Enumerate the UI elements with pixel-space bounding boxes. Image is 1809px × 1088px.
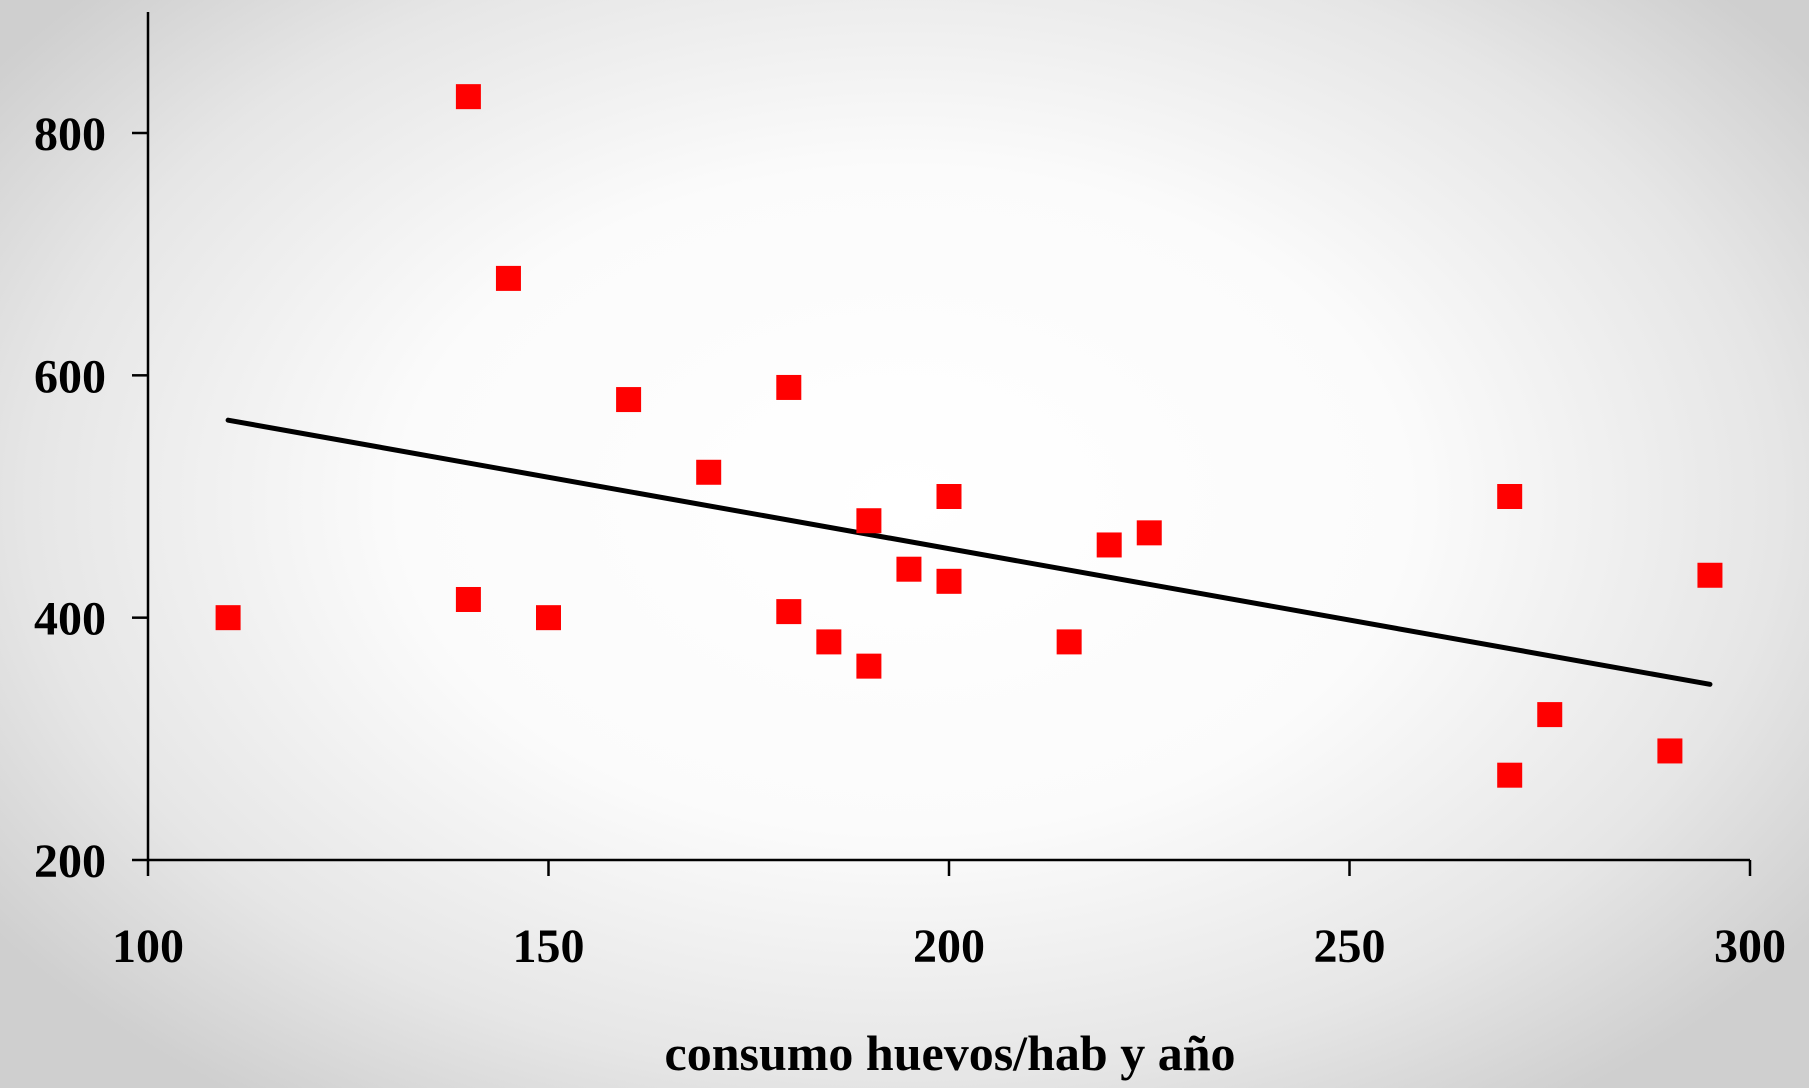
data-point [1096,532,1122,558]
data-point [455,84,481,110]
y-tick-label: 800 [34,108,106,161]
data-point [856,653,882,679]
data-point [1697,562,1723,588]
data-point [1056,629,1082,655]
data-point [776,374,802,400]
trend-line-group [225,417,1713,687]
y-tick-labels: 200 400 600 800 [34,108,106,888]
data-point [616,387,642,413]
data-point [896,556,922,582]
x-tick-labels: 100 150 200 250 300 [112,920,1786,973]
x-tick-label: 300 [1714,920,1786,973]
trend-line [225,417,1713,687]
data-point [495,265,521,291]
y-tick-label: 400 [34,593,106,646]
data-points [215,84,1723,788]
data-point [776,599,802,625]
x-tick-label: 100 [112,920,184,973]
y-tick-label: 200 [34,835,106,888]
x-axis-title: consumo huevos/hab y año [665,1025,1236,1081]
data-point [696,459,722,485]
data-point [1657,738,1683,764]
x-tick-label: 150 [513,920,585,973]
data-point [936,484,962,509]
data-point [856,508,882,534]
data-point [536,605,561,631]
axes [146,12,1750,862]
data-point [936,568,962,594]
y-ticks [132,131,148,862]
data-point [1497,762,1523,788]
data-point [215,605,241,631]
x-ticks [146,860,1752,876]
y-tick-label: 600 [34,350,106,403]
data-point [1537,702,1563,728]
x-tick-label: 250 [1314,920,1386,973]
data-point [816,629,842,655]
data-point [1136,520,1162,546]
data-point [455,586,481,612]
data-point [1497,484,1523,509]
x-tick-label: 200 [913,920,985,973]
